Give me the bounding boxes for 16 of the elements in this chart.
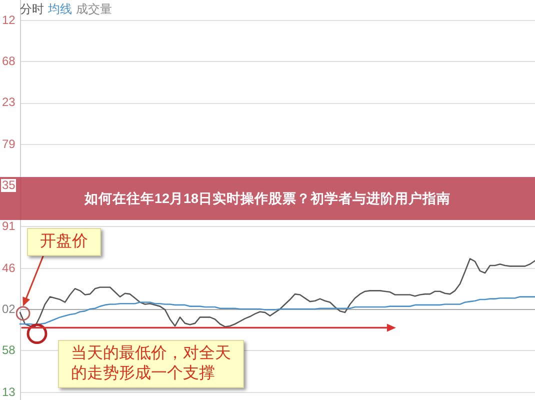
text: 成交量	[76, 2, 112, 16]
text: 58	[1, 343, 16, 358]
text: 均线	[48, 2, 72, 16]
text: 23	[1, 95, 16, 110]
note-box: 开盘价	[27, 228, 101, 256]
text: 79	[1, 136, 16, 150]
text: 91	[1, 219, 16, 234]
text: 02	[1, 302, 16, 316]
text: 12	[1, 12, 16, 26]
text: 13	[1, 384, 16, 398]
text: 68	[1, 54, 16, 68]
chart-title: 如何在往年12月18日实时操作股票？初学者与进阶用户指南	[84, 191, 451, 206]
text: 35	[1, 178, 16, 192]
text: 分时	[20, 2, 44, 16]
text: 46	[1, 260, 16, 274]
note-box: 当天的最低价，对全天的走势形成一个支撑	[58, 340, 244, 388]
